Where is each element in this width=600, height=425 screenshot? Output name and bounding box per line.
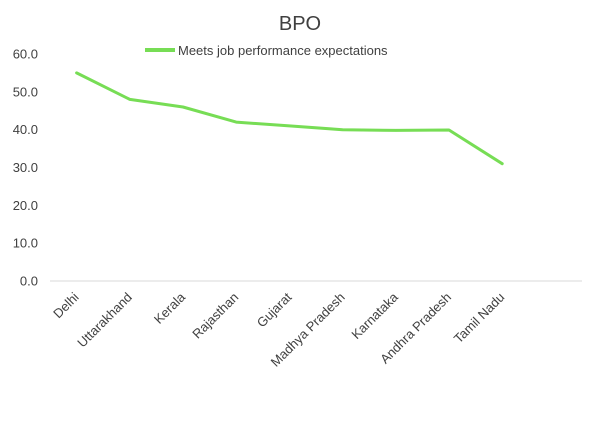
legend-label: Meets job performance expectations — [178, 43, 388, 58]
series-layer — [75, 71, 504, 166]
x-tick-label: Gujarat — [254, 289, 295, 330]
y-tick-label: 40.0 — [13, 122, 38, 137]
x-tick-label: Uttarakhand — [74, 290, 135, 351]
legend: Meets job performance expectations — [145, 43, 388, 58]
x-tick-label: Karnataka — [348, 289, 401, 342]
y-tick-label: 20.0 — [13, 198, 38, 213]
y-axis: 0.0 10.0 20.0 30.0 40.0 50.0 60.0 — [13, 47, 38, 289]
x-tick-label: Delhi — [50, 289, 82, 321]
chart-title: BPO — [279, 13, 321, 35]
x-tick-label: Tamil Nadu — [451, 290, 508, 347]
y-tick-label: 0.0 — [20, 274, 38, 289]
x-tick-label: Kerala — [151, 289, 189, 327]
y-tick-label: 30.0 — [13, 160, 38, 175]
y-tick-label: 50.0 — [13, 84, 38, 99]
x-tick-label: Rajasthan — [189, 290, 241, 342]
series-line — [75, 71, 504, 166]
y-tick-label: 10.0 — [13, 236, 38, 251]
y-tick-label: 60.0 — [13, 47, 38, 62]
